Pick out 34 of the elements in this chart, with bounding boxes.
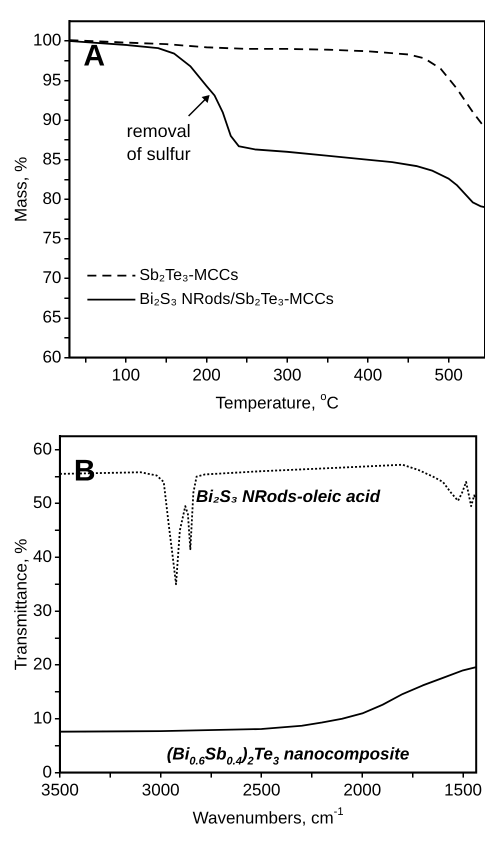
x-tick-label: 300	[273, 365, 302, 384]
x-tick-label: 400	[354, 365, 382, 384]
y-tick-label: 10	[32, 708, 52, 728]
y-tick-label: 60	[32, 439, 52, 458]
x-tick-label: 3500	[40, 780, 79, 800]
y-axis-title: Mass, %	[12, 156, 31, 222]
y-tick-label: 60	[42, 347, 62, 366]
y-tick-label: 65	[42, 308, 62, 327]
x-tick-label: 1500	[444, 780, 482, 800]
y-tick-label: 30	[32, 600, 52, 620]
x-tick-label: 200	[192, 365, 221, 384]
x-tick-label: 2000	[343, 780, 382, 800]
y-tick-label: 85	[42, 149, 62, 168]
series-label: Bi₂S₃ NRods-oleic acid	[196, 486, 381, 506]
x-tick-label: 3000	[142, 780, 180, 800]
y-tick-label: 90	[42, 110, 62, 129]
y-tick-label: 0	[42, 762, 52, 782]
x-tick-label: 2500	[242, 780, 280, 800]
y-tick-label: 80	[42, 188, 62, 208]
y-tick-label: 40	[32, 546, 52, 566]
y-tick-label: 95	[42, 70, 62, 90]
annotation: A	[83, 39, 106, 72]
y-tick-label: 20	[32, 654, 52, 674]
y-tick-label: 70	[42, 268, 62, 288]
x-tick-label: 100	[112, 365, 140, 384]
annotation: removal of sulfur	[126, 120, 191, 164]
y-tick-label: 75	[42, 228, 62, 248]
y-tick-label: 50	[32, 493, 52, 512]
legend-label: Sb₂Te₃-MCCs	[139, 267, 238, 284]
y-axis-title: Transmittance, %	[12, 538, 31, 670]
y-tick-label: 100	[32, 30, 62, 50]
x-tick-label: 500	[434, 365, 463, 384]
annotation: B	[74, 454, 96, 488]
legend-label: Bi₂S₃ NRods/Sb₂Te₃-MCCs	[139, 291, 334, 308]
